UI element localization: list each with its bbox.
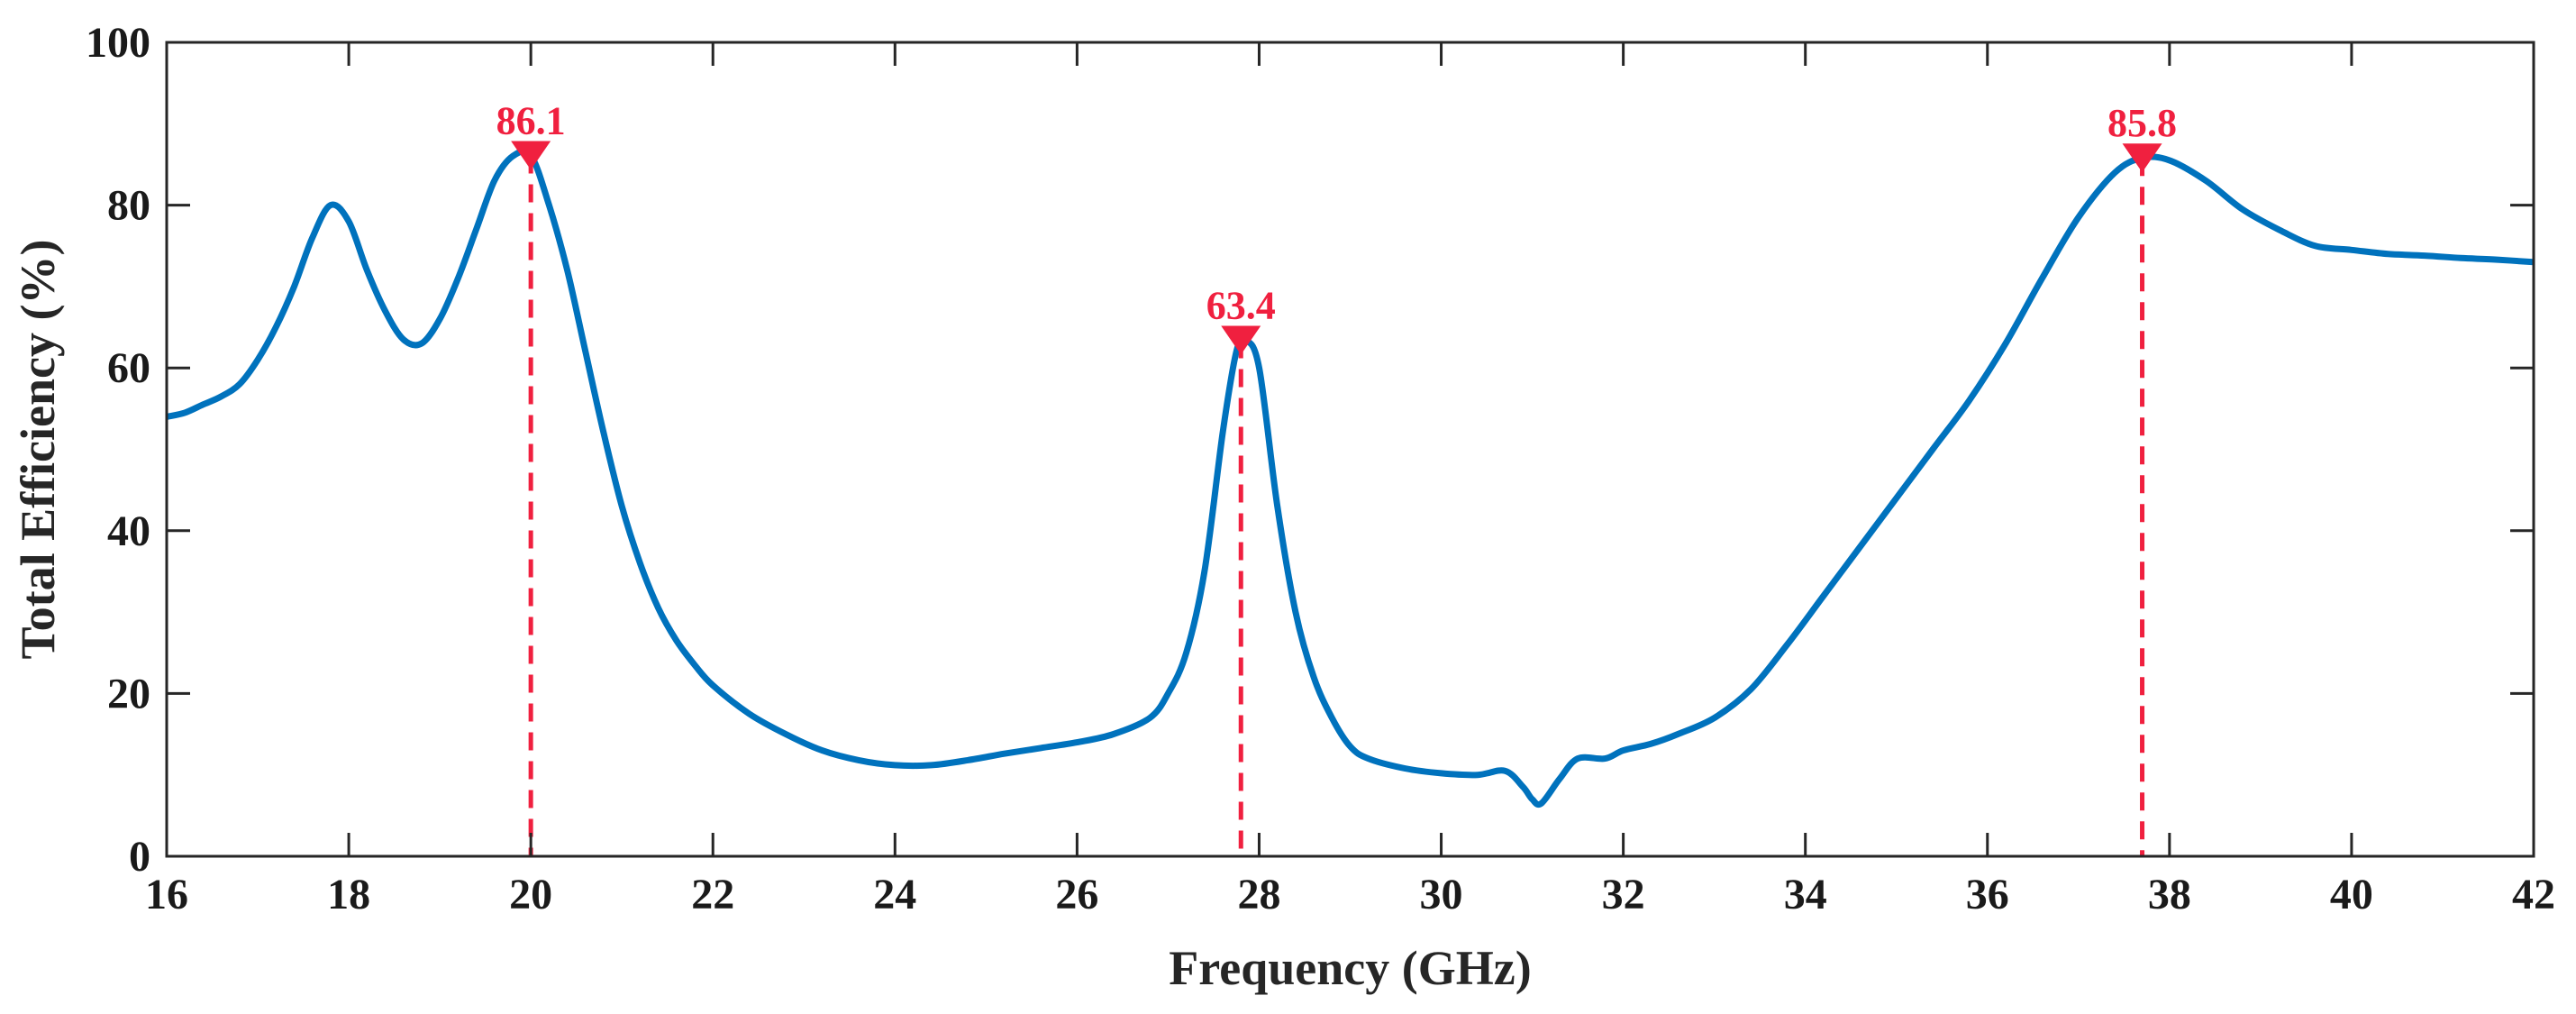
plot-frame <box>165 41 2535 858</box>
y-axis-title: Total Efficiency (%) <box>11 240 65 660</box>
peak-marker-triangle <box>1221 325 1261 355</box>
x-tick-label: 20 <box>509 871 552 918</box>
x-tick-label: 36 <box>1966 871 2009 918</box>
x-tick-label: 24 <box>873 871 916 918</box>
x-tick-label: 16 <box>145 871 188 918</box>
marker-layer: 86.1 63.4 85.8 <box>496 99 2177 856</box>
peak-marker-label: 85.8 <box>2107 101 2177 145</box>
x-tick-label: 22 <box>691 871 734 918</box>
axes-layer: 16 18 20 22 24 26 28 30 32 34 36 38 40 42 0 20 40 60 80 100 <box>86 19 2555 918</box>
y-tick-label: 100 <box>86 19 150 67</box>
curve-layer <box>167 148 2534 808</box>
x-tick-label: 42 <box>2512 871 2555 918</box>
series-line-0 <box>167 148 2534 808</box>
peak-marker-triangle <box>2122 143 2162 173</box>
x-tick-label: 38 <box>2148 871 2191 918</box>
x-tick-label: 28 <box>1237 871 1280 918</box>
x-tick-label: 32 <box>1602 871 1645 918</box>
x-tick-label: 18 <box>327 871 370 918</box>
peak-marker-label: 86.1 <box>496 99 566 143</box>
x-tick-label: 34 <box>1784 871 1827 918</box>
y-tick-label: 60 <box>107 344 150 392</box>
peak-marker-2: 63.4 <box>1206 283 1276 856</box>
x-tick-label: 30 <box>1420 871 1463 918</box>
x-axis-title: Frequency (GHz) <box>1169 941 1531 995</box>
y-tick-label: 20 <box>107 670 150 717</box>
peak-marker-1: 86.1 <box>496 99 566 856</box>
x-tick-label: 40 <box>2330 871 2373 918</box>
peak-marker-3: 85.8 <box>2107 101 2177 856</box>
x-tick-label: 26 <box>1055 871 1098 918</box>
peak-marker-triangle <box>511 141 551 170</box>
peak-marker-label: 63.4 <box>1206 283 1276 327</box>
y-tick-label: 0 <box>129 833 150 881</box>
y-tick-label: 40 <box>107 507 150 555</box>
y-tick-label: 80 <box>107 182 150 230</box>
